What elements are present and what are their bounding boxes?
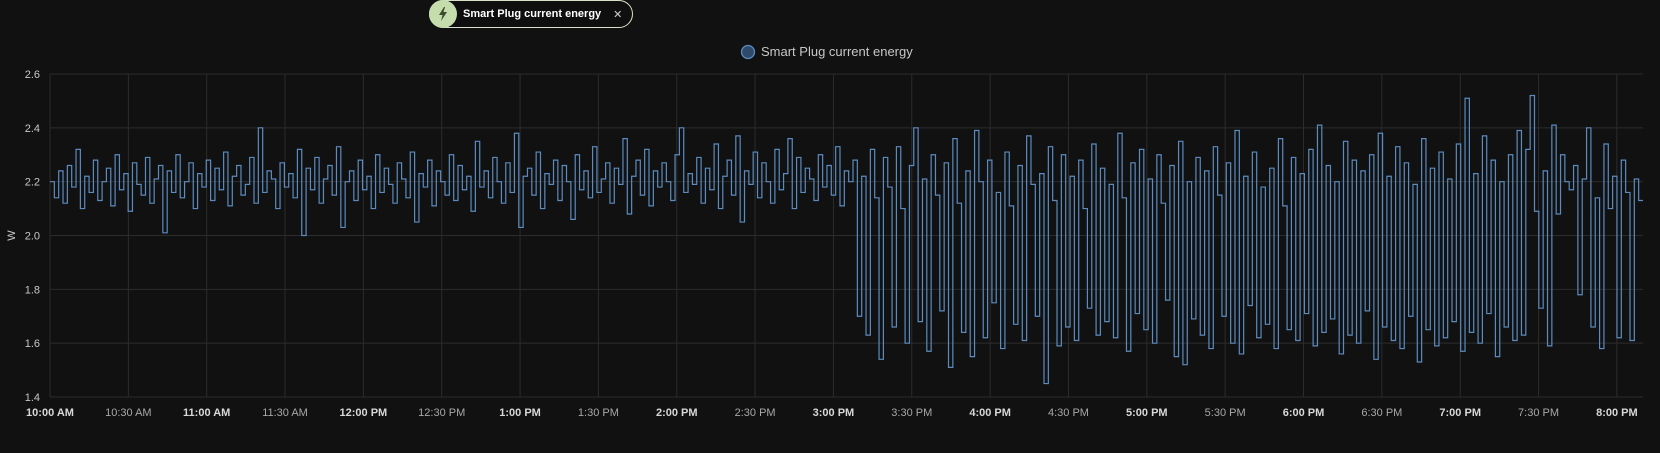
y-axis-label: W bbox=[6, 230, 18, 241]
y-tick-label: 1.6 bbox=[25, 338, 40, 350]
y-tick-label: 2.4 bbox=[25, 123, 40, 135]
series-layer bbox=[50, 94, 1643, 385]
y-tick-label: 1.4 bbox=[25, 392, 40, 404]
x-tick-label: 7:00 PM bbox=[1439, 407, 1481, 419]
x-tick-label: 1:30 PM bbox=[578, 407, 619, 419]
x-axis-ticks: 10:00 AM 10:30 AM 11:00 AM 11:30 AM 12:00 PM… bbox=[26, 407, 1638, 419]
x-tick-label: 4:00 PM bbox=[969, 407, 1011, 419]
y-tick-label: 2.6 bbox=[25, 69, 40, 81]
legend-label: Smart Plug current energy bbox=[761, 44, 913, 59]
x-tick-label: 2:30 PM bbox=[735, 407, 776, 419]
x-tick-label: 12:30 PM bbox=[418, 407, 465, 419]
x-tick-label: 10:30 AM bbox=[105, 407, 151, 419]
y-tick-label: 2.0 bbox=[25, 231, 40, 243]
x-tick-label: 6:00 PM bbox=[1283, 407, 1325, 419]
legend-marker bbox=[740, 44, 756, 60]
x-tick-label: 12:00 PM bbox=[340, 407, 388, 419]
series-line[interactable] bbox=[50, 94, 1643, 385]
y-axis-ticks: 2.6 2.4 2.2 2.0 1.8 1.6 1.4 bbox=[25, 69, 40, 404]
x-tick-label: 8:00 PM bbox=[1596, 407, 1638, 419]
y-tick-label: 2.2 bbox=[25, 177, 40, 189]
y-tick-label: 1.8 bbox=[25, 284, 40, 296]
flash-icon bbox=[429, 0, 457, 28]
close-icon[interactable]: ✕ bbox=[613, 8, 623, 21]
chip-label: Smart Plug current energy bbox=[463, 8, 602, 20]
x-tick-label: 5:30 PM bbox=[1205, 407, 1246, 419]
x-tick-label: 11:30 AM bbox=[262, 407, 308, 419]
x-tick-label: 10:00 AM bbox=[26, 407, 74, 419]
entity-filter-chip[interactable]: Smart Plug current energy ✕ bbox=[429, 0, 634, 28]
x-tick-label: 3:30 PM bbox=[891, 407, 932, 419]
x-tick-label: 3:00 PM bbox=[813, 407, 855, 419]
x-tick-label: 4:30 PM bbox=[1048, 407, 1089, 419]
x-tick-label: 5:00 PM bbox=[1126, 407, 1168, 419]
x-tick-label: 1:00 PM bbox=[499, 407, 541, 419]
x-tick-label: 7:30 PM bbox=[1518, 407, 1559, 419]
x-tick-label: 6:30 PM bbox=[1361, 407, 1402, 419]
x-tick-label: 2:00 PM bbox=[656, 407, 698, 419]
legend-item[interactable]: Smart Plug current energy bbox=[740, 44, 914, 60]
grid-lines bbox=[49, 73, 1643, 398]
x-tick-label: 11:00 AM bbox=[183, 407, 230, 419]
